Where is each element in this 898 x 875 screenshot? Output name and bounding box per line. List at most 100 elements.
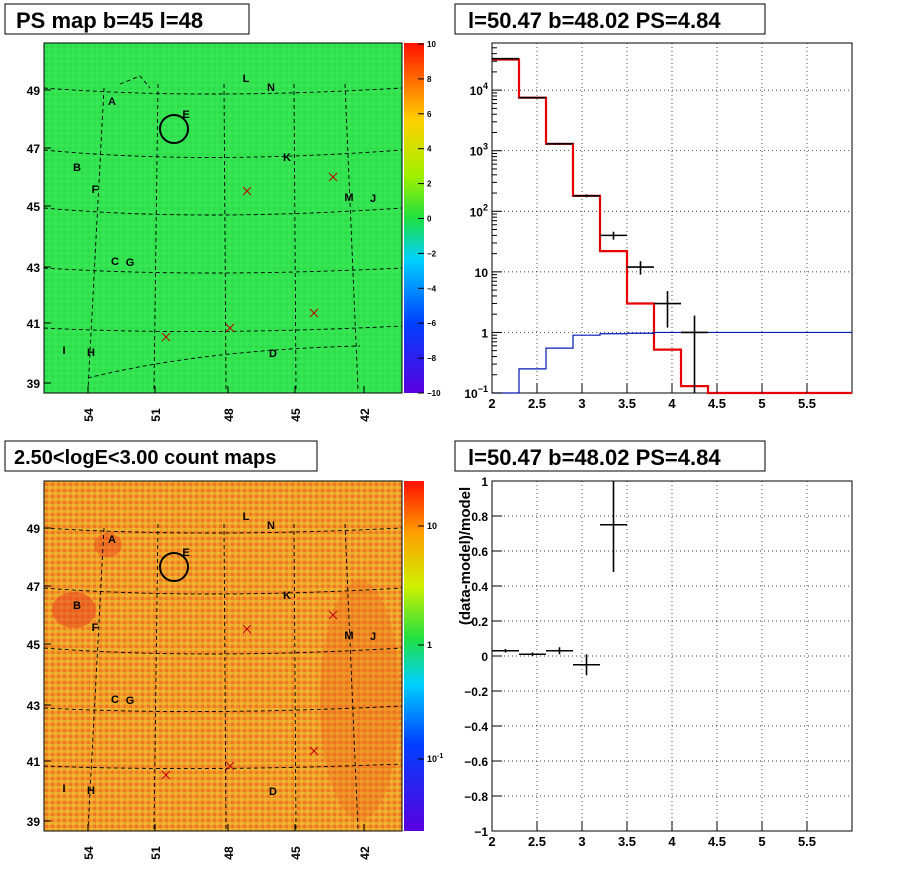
ps-map-target-circle [159,114,189,144]
residual-x-tick-2.5: 2.5 [528,834,546,849]
ps-map-source-label-l: L [243,73,250,85]
residual-data-point [546,647,573,655]
spectrum-y-tick-10^4: 104 [470,81,488,98]
ps-map-colorbar-tick-0: 10 [427,40,436,49]
count-map-x-tick-42: 42 [358,846,372,860]
ps-map-colorbar-tick-8: −6 [427,319,437,328]
residual-x-tick-2: 2 [488,834,495,849]
residual-data-point [573,654,600,676]
ps-map-source-label-j: J [370,193,376,205]
ps-map-y-ticks: 39 41 43 45 47 49 [27,84,51,391]
spectrum-x-tick-5.5: 5.5 [798,396,816,411]
ps-map-colorbar [404,43,424,393]
ps-map-source-label-n: N [267,82,275,94]
count-map-cross-5 [309,746,319,756]
count-map-y-tick-49: 49 [27,522,41,536]
ps-map-source-label-b: B [73,162,81,174]
count-map-x-tick-45: 45 [289,846,303,860]
residual-x-tick-5.5: 5.5 [798,834,816,849]
residual-x-tick-3.5: 3.5 [618,834,636,849]
count-map-y-tick-47: 47 [27,580,41,594]
ps-map-colorbar-tick-5: 0 [427,215,432,224]
spectrum-y-ticks: 10−1 1 10 102 103 104 [464,42,502,401]
count-map-colorbar-ticks: 10 1 10-1 [418,521,443,764]
ps-map-x-tick-45: 45 [289,408,303,422]
ps-map-x-ticks: 54 51 48 45 42 [82,386,372,422]
ps-map-source-label-a: A [108,96,116,108]
ps-map-image [44,43,402,393]
count-map-source-label-m: M [344,630,353,642]
count-map-panel: A B C D E F G H I J K L M N 10 1 10-1 54 51 48 45 42 39 41 43… [4,440,443,860]
count-map-source-label-l: L [243,511,250,523]
spectrum-data-point [654,291,681,328]
spectrum-y-tick-10^-1: 10−1 [464,384,488,401]
spectrum-x-tick-4.5: 4.5 [708,396,726,411]
count-map-x-tick-48: 48 [222,846,236,860]
ps-map-y-tick-43: 43 [27,261,41,275]
residual-series [492,481,627,676]
spectrum-plot-area [491,42,853,394]
count-map-y-tick-41: 41 [27,755,41,769]
spectrum-x-tick-3: 3 [578,396,585,411]
residual-title: l=50.47 b=48.02 PS=4.84 [468,445,721,470]
residual-data-point [492,649,519,653]
residual-panel: 2 2.5 3 3.5 4 4.5 5 5.5 1 0.8 0.6 0.4 0.2 0 −0.2 −0.4 −… [454,440,853,849]
count-map-image [44,481,402,831]
spectrum-x-tick-4: 4 [668,396,676,411]
spectrum-series [492,57,852,395]
count-map-source-label-k: K [283,590,291,602]
ps-map-source-label-i: I [62,345,65,357]
residual-x-tick-4: 4 [668,834,676,849]
count-map-source-label-e: E [182,547,189,559]
ps-map-y-tick-45: 45 [27,200,41,214]
residual-x-ticks: 2 2.5 3 3.5 4 4.5 5 5.5 [488,821,816,849]
count-map-title: 2.50<logE<3.00 count maps [14,447,276,469]
residual-y-tick-−0.2: −0.2 [464,685,488,699]
spectrum-y-tick-10^3: 103 [470,142,488,159]
residual-y-axis-label: (data-model)/model [457,487,474,625]
ps-map-source-label-h: H [87,347,95,359]
ps-map-colorbar-tick-7: −4 [427,284,437,293]
count-map-source-label-a: A [108,534,116,546]
spectrum-data-point [492,57,519,60]
count-map-y-tick-39: 39 [27,815,41,829]
count-map-x-tick-54: 54 [82,846,96,860]
count-map-source-label-f: F [92,622,99,634]
spectrum-x-tick-2.5: 2.5 [528,396,546,411]
ps-map-colorbar-tick-1: 8 [427,75,432,84]
residual-y-tick-0.6: 0.6 [471,545,488,559]
spectrum-data-point [546,142,573,145]
count-map-x-tick-51: 51 [149,846,163,860]
count-map-y-ticks: 39 41 43 45 47 49 [27,522,51,829]
count-map-colorbar-tick-2: 10-1 [427,753,443,764]
residual-grid [492,481,852,831]
spectrum-x-tick-5: 5 [758,396,765,411]
ps-map-colorbar-tick-4: 2 [427,180,432,189]
count-map-source-label-b: B [73,600,81,612]
count-map-colorbar-tick-0: 10 [427,521,437,531]
ps-map-cross-3 [161,332,171,342]
count-map-source-label-h: H [87,785,95,797]
spectrum-y-tick-10: 10 [475,266,489,280]
spectrum-title: l=50.47 b=48.02 PS=4.84 [468,8,721,33]
spectrum-y-tick-1: 1 [481,326,488,340]
count-map-y-tick-43: 43 [27,699,41,713]
ps-map-source-label-k: K [283,152,291,164]
ps-map-title: PS map b=45 l=48 [16,8,203,33]
count-map-source-label-i: I [62,783,65,795]
ps-map-coordinate-grid [43,75,403,391]
ps-map-crosses [161,172,338,342]
count-map-coordinate-grid [43,523,403,831]
ps-map-y-tick-41: 41 [27,317,41,331]
spectrum-y-tick-10^2: 102 [470,202,488,219]
ps-map-source-label-d: D [269,348,277,360]
count-map-target-circle [159,552,189,582]
spectrum-data-point [627,261,654,275]
ps-map-cross-4 [225,323,235,333]
residual-data-point [519,652,546,656]
count-map-colorbar [404,481,424,831]
spectrum-panel: 2 2.5 3 3.5 4 4.5 5 5.5 10−1 1 10 102 103 104 l=50.4… [454,3,853,411]
ps-map-colorbar-tick-3: 4 [427,145,432,154]
ps-map-cross-1 [242,186,252,196]
spectrum-data-point [600,231,627,240]
